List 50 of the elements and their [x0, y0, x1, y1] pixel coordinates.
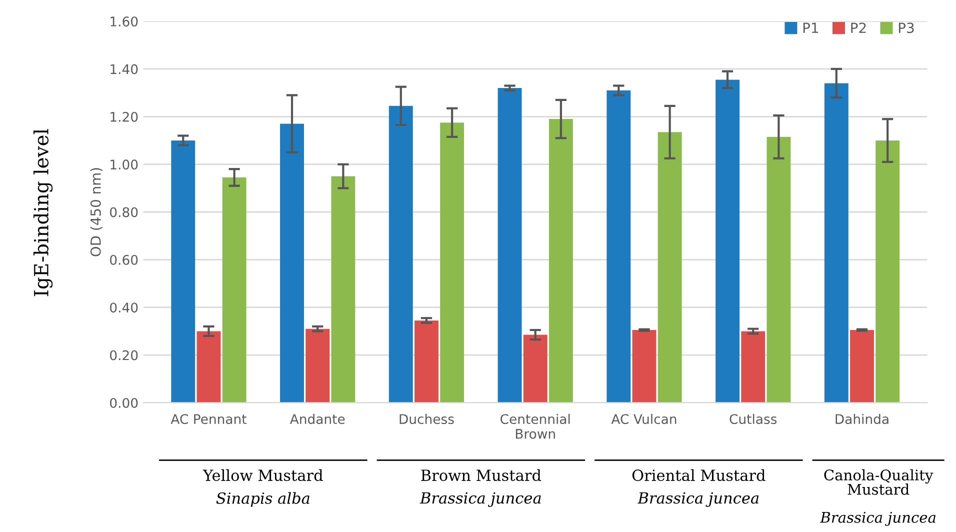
bar: [498, 88, 522, 403]
bar: [196, 331, 221, 403]
x-tick-label: Duchess: [400, 414, 454, 424]
legend-label: P2: [851, 22, 866, 33]
text: Oriental Mustard: [632, 469, 766, 482]
bar: [331, 176, 356, 403]
x-tick-label: Dahinda: [836, 414, 888, 424]
bar: [606, 90, 631, 403]
y-tick-label: 0.00: [110, 398, 138, 408]
bar: [658, 132, 682, 403]
x-tick-label: AC Vulcan: [611, 414, 676, 424]
y-tick-label: 0.60: [110, 254, 138, 265]
bar: [222, 177, 246, 403]
y-tick-label: 1.60: [110, 16, 138, 26]
legend-label: P1: [803, 22, 818, 33]
bar: [876, 140, 900, 403]
text: Brown Mustard: [421, 469, 542, 482]
text: Brassica juncea: [638, 492, 759, 507]
text: Brassica juncea: [820, 512, 936, 526]
y-tick-label: 0.80: [110, 207, 138, 218]
y-tick-label: 1.40: [110, 64, 138, 74]
bar: [632, 330, 656, 403]
y-axis-title: OD (450 nm): [90, 168, 103, 256]
bar: [306, 328, 330, 403]
y-tick-label: 0.40: [110, 302, 138, 313]
bar: [824, 83, 848, 403]
bar: [280, 124, 304, 403]
bar: [766, 136, 791, 403]
text: Brassica juncea: [420, 492, 541, 507]
bar: [523, 334, 548, 403]
x-tick-label: Cutlass: [730, 414, 777, 424]
text: IgE-binding level: [33, 129, 53, 296]
x-tick-label: Andante: [290, 414, 345, 424]
y-tick-label: 1.20: [110, 112, 138, 122]
bar: [850, 330, 874, 403]
bar: [388, 106, 413, 403]
bar: [548, 119, 573, 403]
text: Sinapis alba: [216, 492, 310, 507]
bar: [440, 122, 464, 403]
legend-label: P3: [898, 22, 914, 34]
y-tick-label: 1.00: [110, 160, 138, 170]
text: Yellow Mustard: [202, 469, 323, 482]
x-tick-label: AC Pennant: [170, 414, 246, 424]
bar: [171, 140, 196, 403]
bar: [414, 320, 438, 403]
text: Canola-Quality Mustard: [824, 469, 934, 495]
bar: [741, 331, 766, 403]
bar: [716, 80, 740, 403]
x-tick-label: Centennial Brown: [500, 414, 570, 439]
y-tick-label: 0.20: [110, 350, 138, 360]
